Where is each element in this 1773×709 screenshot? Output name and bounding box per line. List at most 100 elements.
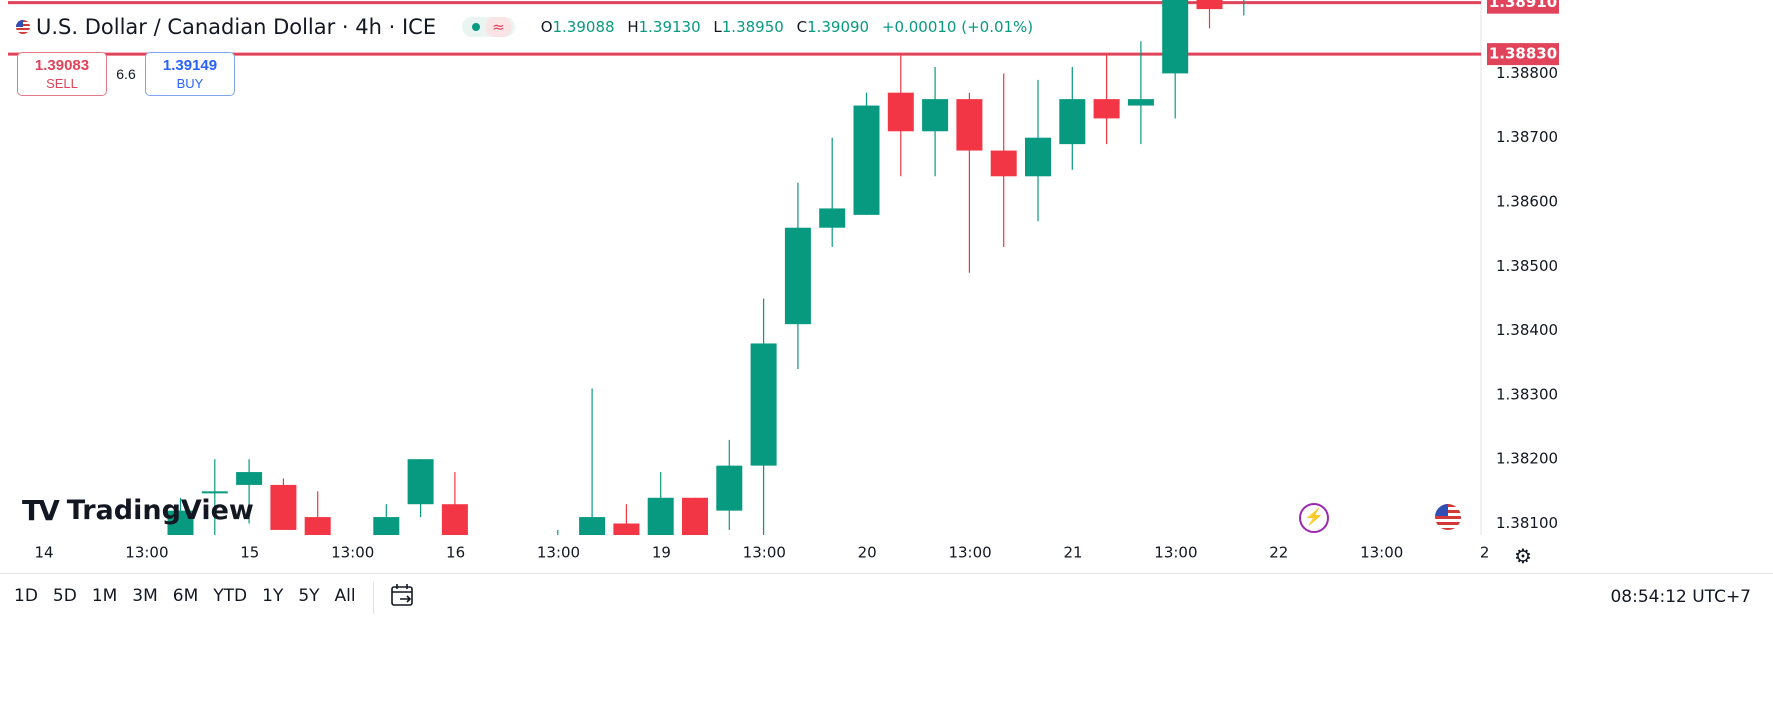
x-tick-label: 16: [446, 544, 465, 562]
level-price-label-box[interactable]: [1487, 0, 1559, 14]
candle-body[interactable]: [304, 517, 331, 549]
candle-body[interactable]: [1162, 0, 1189, 74]
market-open-dot-icon: [472, 23, 481, 31]
tradingview-logo[interactable]: TV TradingView: [22, 494, 254, 527]
y-tick-label: 1.38600: [1496, 193, 1558, 211]
level-price-label: 1.38910: [1489, 0, 1557, 11]
sell-button[interactable]: 1.39083 SELL: [17, 52, 107, 96]
candle-body[interactable]: [647, 497, 674, 549]
tradingview-mark-icon: TV: [22, 494, 60, 527]
candle-body[interactable]: [476, 549, 502, 551]
high-label: H: [627, 18, 639, 36]
close-label: C: [796, 18, 808, 36]
ohlc-readout: O1.39088 H1.39130 L1.38950 C1.39090 +0.0…: [541, 18, 1033, 36]
tradingview-wordmark: TradingView: [66, 495, 254, 526]
range-1y-button[interactable]: 1Y: [262, 586, 284, 606]
candle-body[interactable]: [922, 99, 949, 132]
bottom-toolbar: 1D 5D 1M 3M 6M YTD 1Y 5Y All 08:54:12 UT…: [0, 573, 1773, 624]
x-tick-label: 20: [858, 544, 877, 562]
x-tick-label: 21: [1063, 544, 1082, 562]
candles-group: [167, 0, 1245, 556]
high-value: 1.39130: [638, 18, 701, 36]
market-status[interactable]: ≈: [462, 17, 515, 37]
range-3m-button[interactable]: 3M: [132, 586, 158, 606]
candle-body[interactable]: [511, 549, 537, 551]
range-1m-button[interactable]: 1M: [91, 586, 118, 606]
candle-body[interactable]: [201, 491, 228, 494]
x-tick-label: 19: [652, 544, 671, 562]
candle-body[interactable]: [1196, 0, 1223, 10]
wave-icon: ≈: [486, 17, 511, 37]
candle-body[interactable]: [407, 459, 434, 505]
spread-value: 6.6: [116, 66, 136, 82]
x-tick-label: 13:00: [743, 544, 786, 562]
candle-body[interactable]: [1093, 99, 1120, 119]
gear-icon[interactable]: ⚙: [1514, 546, 1532, 568]
range-6m-button[interactable]: 6M: [172, 586, 199, 606]
low-label: L: [713, 18, 722, 36]
candle-body[interactable]: [236, 472, 263, 485]
candle-body[interactable]: [441, 504, 468, 549]
price-chart[interactable]: 1.38100 1.38200 1.38300 1.38400 1.38500 1.386…: [0, 0, 1773, 573]
range-ytd-button[interactable]: YTD: [213, 586, 248, 606]
y-tick-label: 1.38100: [1496, 514, 1558, 532]
candle-body[interactable]: [887, 92, 914, 132]
buy-price: 1.39149: [162, 57, 218, 74]
open-value: 1.39088: [552, 18, 615, 36]
x-tick-label: 22: [1269, 544, 1288, 562]
candle-body[interactable]: [167, 510, 194, 556]
candle-body[interactable]: [990, 150, 1017, 177]
x-tick-label: 13:00: [125, 544, 168, 562]
x-tick-label: 13:00: [948, 544, 991, 562]
buy-button[interactable]: 1.39149 BUY: [145, 52, 235, 96]
x-tick-label: 2: [1480, 544, 1490, 562]
level-price-label: 1.38830: [1489, 45, 1557, 63]
lightning-icon[interactable]: ⚡: [1299, 503, 1329, 533]
candle-body[interactable]: [373, 517, 400, 549]
y-tick-label: 1.38200: [1496, 450, 1558, 468]
candle-body[interactable]: [682, 497, 708, 549]
range-5y-button[interactable]: 5Y: [298, 586, 320, 606]
candle-body[interactable]: [750, 343, 777, 466]
y-tick-label: 1.38400: [1496, 321, 1558, 339]
candle-body[interactable]: [579, 517, 606, 536]
low-value: 1.38950: [721, 18, 784, 36]
candle-body[interactable]: [956, 99, 983, 151]
change-value: +0.00010 (+0.01%): [881, 18, 1034, 36]
symbol-title[interactable]: U.S. Dollar / Canadian Dollar · 4h · ICE: [36, 15, 437, 39]
toolbar-divider: [373, 582, 374, 614]
buy-label: BUY: [176, 76, 204, 91]
candle-body[interactable]: [1127, 99, 1154, 106]
x-tick-label: 15: [240, 544, 259, 562]
x-tick-label: 13:00: [1360, 544, 1403, 562]
candle-body[interactable]: [1025, 137, 1051, 177]
x-tick-label: 13:00: [331, 544, 374, 562]
candle-body[interactable]: [819, 208, 846, 228]
go-to-date-calendar-icon[interactable]: [390, 582, 416, 610]
close-value: 1.39090: [807, 18, 870, 36]
x-tick-label: 13:00: [537, 544, 580, 562]
page-margin: [0, 623, 1773, 709]
x-tick-label: 13:00: [1154, 544, 1197, 562]
y-tick-label: 1.38500: [1496, 257, 1558, 275]
range-1d-button[interactable]: 1D: [14, 586, 38, 606]
range-buttons: 1D 5D 1M 3M 6M YTD 1Y 5Y All: [14, 586, 371, 606]
candle-body[interactable]: [784, 227, 811, 325]
candle-body[interactable]: [853, 105, 880, 215]
range-5d-button[interactable]: 5D: [52, 586, 77, 606]
clock-timezone[interactable]: 08:54:12 UTC+7: [1610, 587, 1751, 607]
y-tick-label: 1.38800: [1496, 64, 1558, 82]
us-flag-icon: [16, 20, 30, 34]
sell-price: 1.39083: [34, 57, 90, 74]
x-tick-label: 14: [34, 544, 53, 562]
level-price-label-box[interactable]: [1487, 43, 1559, 66]
candle-body[interactable]: [1059, 99, 1086, 145]
candle-body[interactable]: [613, 523, 640, 550]
candle-body[interactable]: [716, 465, 743, 511]
range-all-button[interactable]: All: [334, 586, 356, 606]
candle-body[interactable]: [270, 484, 297, 530]
us-flag-event-icon[interactable]: [1435, 504, 1461, 530]
y-tick-label: 1.38300: [1496, 385, 1558, 403]
chart-header: U.S. Dollar / Canadian Dollar · 4h · ICE…: [16, 12, 1033, 42]
open-label: O: [540, 18, 553, 36]
